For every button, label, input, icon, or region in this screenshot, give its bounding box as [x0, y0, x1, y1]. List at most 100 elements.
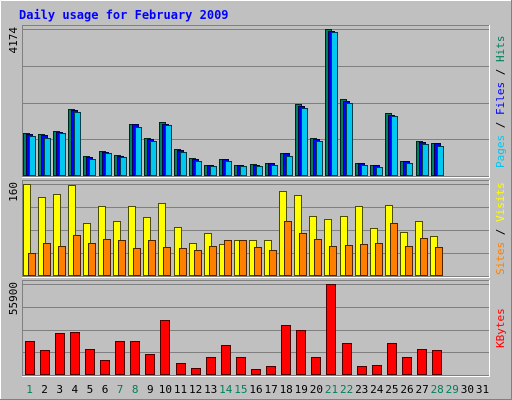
bar-kbytes-day-26 [402, 357, 412, 375]
bar-kbytes-day-11 [176, 363, 186, 375]
bar-sites-day-1 [28, 253, 36, 276]
panel-pages-files: 4174 Pages / Files / Hits [7, 25, 507, 178]
x-tick-label: 6 [102, 383, 109, 396]
bar-kbytes-day-14 [221, 345, 231, 375]
bar-kbytes-day-15 [236, 357, 246, 375]
bar-kbytes-day-18 [281, 325, 291, 375]
bar-pages-day-26 [406, 163, 413, 176]
x-tick-label: 27 [415, 383, 428, 396]
x-tick-label: 15 [234, 383, 247, 396]
bar-kbytes-day-19 [296, 330, 306, 375]
bar-pages-day-27 [422, 144, 429, 176]
bar-kbytes-day-21 [326, 284, 336, 375]
bar-sites-day-10 [163, 247, 171, 276]
bar-pages-day-25 [391, 116, 398, 176]
bar-sites-day-24 [375, 243, 383, 276]
panel-side-label: Pages / Files / Hits [494, 36, 507, 169]
legend-files: Files [494, 82, 507, 115]
series-sites [28, 221, 443, 276]
bar-pages-day-2 [44, 138, 51, 176]
panel-visits-sites: 160 Sites / Visits [7, 180, 507, 278]
bar-sites-day-18 [284, 221, 292, 276]
panel-max-label: 55900 [7, 282, 20, 315]
x-tick-label: 16 [249, 383, 262, 396]
bar-pages-day-14 [225, 161, 232, 176]
bar-kbytes-day-20 [311, 357, 321, 375]
series-pages [29, 32, 444, 176]
bar-pages-day-10 [165, 125, 172, 176]
bar-pages-day-15 [240, 166, 247, 176]
x-tick-label: 19 [295, 383, 308, 396]
x-tick-label: 10 [159, 383, 172, 396]
legend-visits: Visits [494, 182, 507, 222]
bar-kbytes-day-16 [251, 369, 261, 375]
bar-kbytes-day-24 [372, 365, 382, 375]
bar-sites-day-4 [73, 235, 81, 276]
x-tick-label: 18 [280, 383, 293, 396]
bar-pages-day-22 [346, 103, 353, 176]
bar-pages-day-1 [29, 136, 36, 176]
bar-pages-day-7 [120, 157, 127, 176]
x-tick-label: 29 [446, 383, 459, 396]
legend-pages: Pages [494, 135, 507, 168]
legend-separator: / [494, 62, 507, 82]
bar-visits-day-1 [23, 184, 31, 276]
bar-visits-day-10 [158, 203, 166, 276]
series-kbytes [25, 284, 442, 375]
bar-sites-day-2 [43, 243, 51, 276]
bar-sites-day-11 [179, 248, 187, 276]
x-tick-label: 22 [340, 383, 353, 396]
bar-kbytes-day-3 [55, 333, 65, 375]
bar-kbytes-day-1 [25, 341, 35, 375]
panel-side-label: Sites / Visits [494, 182, 507, 275]
bar-kbytes-day-8 [130, 341, 140, 375]
bar-pages-day-24 [376, 167, 383, 176]
x-tick-label: 23 [355, 383, 368, 396]
x-tick-label: 7 [117, 383, 124, 396]
x-tick-label: 11 [174, 383, 187, 396]
legend-separator: / [494, 222, 507, 242]
x-tick-label: 25 [385, 383, 398, 396]
bar-sites-day-23 [360, 244, 368, 276]
bar-pages-day-18 [286, 156, 293, 176]
bar-kbytes-day-10 [160, 320, 170, 375]
x-tick-label: 4 [71, 383, 78, 396]
bar-sites-day-6 [103, 239, 111, 276]
bar-sites-day-19 [299, 233, 307, 276]
x-tick-label: 21 [325, 383, 338, 396]
bar-pages-day-12 [195, 161, 202, 176]
bar-pages-day-3 [59, 133, 66, 176]
bar-kbytes-day-25 [387, 343, 397, 375]
bar-sites-day-20 [314, 239, 322, 276]
x-tick-label: 1 [26, 383, 33, 396]
panel-kbytes: 55900 KBytes [7, 280, 507, 377]
bar-kbytes-day-7 [115, 341, 125, 375]
bar-sites-day-25 [390, 223, 398, 276]
bar-pages-day-13 [210, 166, 217, 176]
bar-sites-day-16 [254, 247, 262, 276]
x-tick-label: 12 [189, 383, 202, 396]
x-tick-label: 13 [204, 383, 217, 396]
bar-sites-day-14 [224, 240, 232, 276]
bar-sites-day-26 [405, 246, 413, 276]
bar-pages-day-4 [74, 112, 81, 176]
bar-sites-day-22 [345, 245, 353, 276]
bar-kbytes-day-6 [100, 360, 110, 375]
bar-pages-day-17 [271, 165, 278, 176]
bar-kbytes-day-17 [266, 366, 276, 375]
bar-sites-day-27 [420, 238, 428, 276]
x-tick-label: 30 [461, 383, 474, 396]
legend-kbytes: KBytes [494, 308, 507, 348]
bar-kbytes-day-9 [145, 354, 155, 375]
bar-visits-day-3 [53, 194, 61, 276]
series-visits [23, 184, 438, 276]
bar-kbytes-day-28 [432, 350, 442, 375]
bar-sites-day-3 [58, 246, 66, 276]
x-axis: 1 2 3 4 5 6 7 8 9 10 11 12 13 14 15 16 17 18 19 20 21 22 23 24 2… [26, 383, 489, 396]
bar-kbytes-day-22 [342, 343, 352, 375]
bar-sites-day-13 [209, 246, 217, 276]
panel-side-label: KBytes [494, 308, 507, 348]
bar-pages-day-6 [105, 153, 112, 176]
x-tick-label: 8 [132, 383, 139, 396]
